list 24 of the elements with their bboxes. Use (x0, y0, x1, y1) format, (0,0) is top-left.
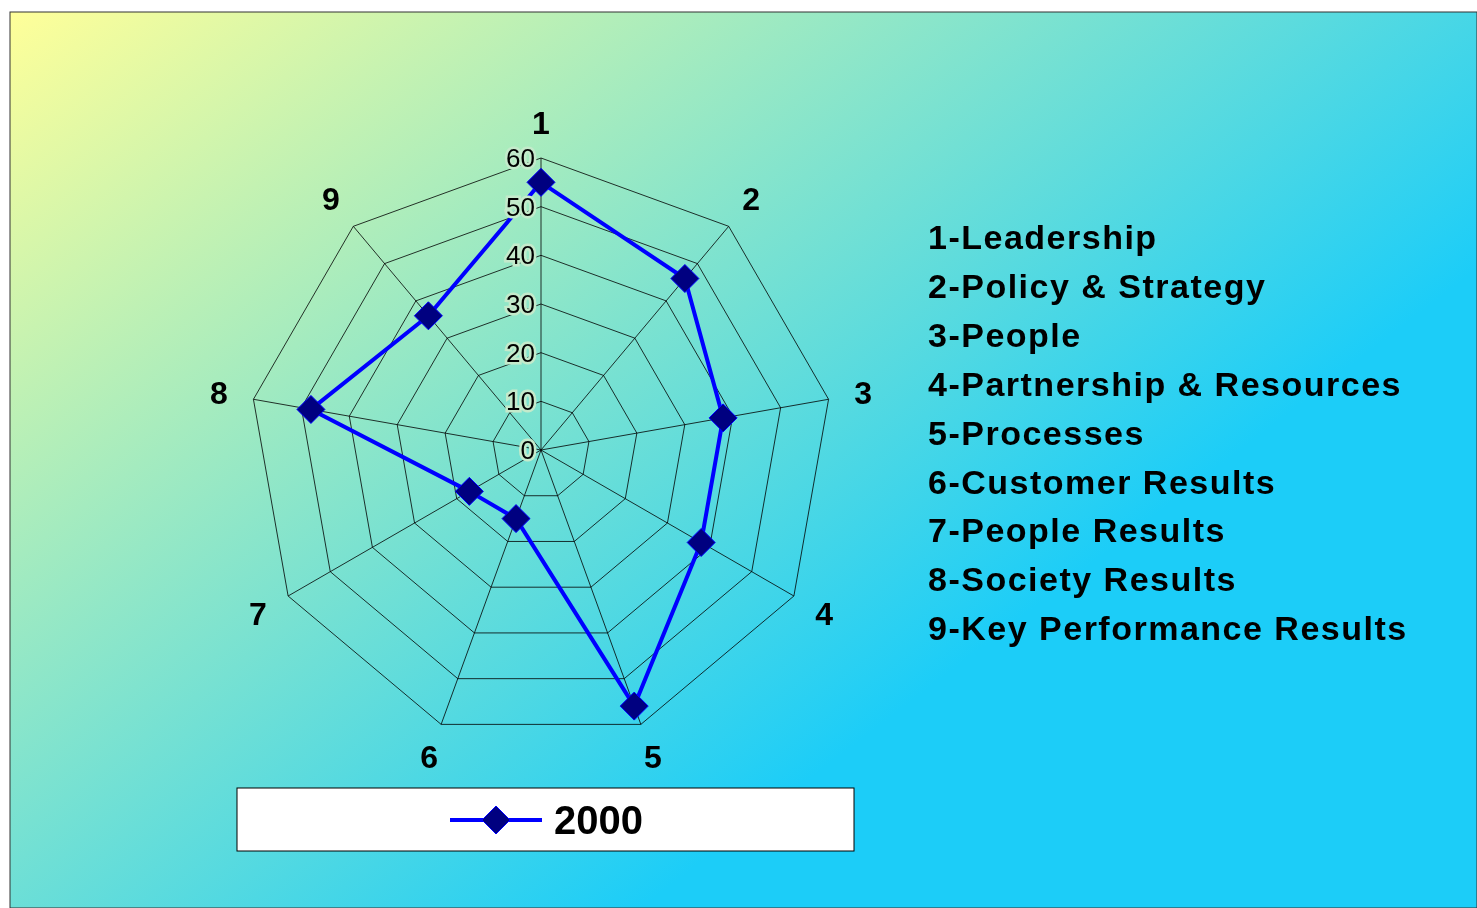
spoke-label: 4 (815, 595, 834, 632)
spoke-label: 9 (321, 181, 340, 218)
spoke-label: 3 (854, 375, 872, 412)
y-tick-label: 30 (506, 289, 535, 319)
text: 4-Partnership & Resources (928, 364, 1402, 403)
text: 7-People Results (928, 511, 1226, 550)
spoke-label: 5 (643, 739, 662, 776)
y-tick-label: 20 (506, 337, 535, 368)
text: 9-Key Performance Results (928, 609, 1408, 648)
spoke-label: 1 (532, 104, 550, 141)
spoke-label: 2 (742, 181, 761, 218)
text: 5-Processes (928, 413, 1145, 452)
text: 1-Leadership (928, 218, 1158, 256)
text: 2-Policy & Strategy (928, 266, 1267, 305)
spoke-label: 7 (248, 595, 267, 632)
legend-label: 2000 (554, 798, 643, 842)
y-tick-label: 10 (506, 386, 535, 417)
text: 3-People (928, 315, 1082, 354)
text: 6-Customer Results (928, 462, 1277, 501)
y-tick-label: 40 (506, 240, 535, 271)
text: 8-Society Results (928, 560, 1237, 599)
spoke-label: 8 (210, 375, 228, 412)
y-tick-label: 60 (506, 143, 535, 173)
spoke-label: 6 (420, 739, 439, 776)
